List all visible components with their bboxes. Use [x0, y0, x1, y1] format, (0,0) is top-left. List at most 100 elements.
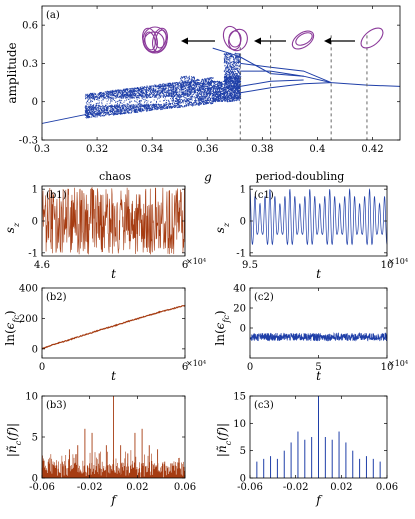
y-tick-label-b1: 1 — [32, 185, 38, 196]
y-tick-label-a: -0.3 — [19, 136, 38, 147]
axes-c1: 9.5 10 -1 0 1 (c1) ×10⁴ t — [236, 185, 408, 281]
y-tick-label-c2: 40 — [233, 284, 246, 295]
x-axis-label-b3: f — [110, 493, 118, 507]
x-axis-label-b2: t — [111, 369, 116, 383]
attractor-insets — [142, 25, 384, 54]
axes-c3: -0.06 -0.02 0.02 0.06 0 5 10 15 (c3) f — [233, 392, 398, 508]
y-tick-label-c3: 10 — [233, 419, 246, 430]
panel-label-c2: (c2) — [254, 292, 274, 303]
x-axis-label-c2: t — [316, 369, 321, 383]
x-tick-label-b1: 6 — [182, 260, 188, 271]
x-multiplier-b2: ×10⁴ — [186, 359, 206, 368]
c1-series-line — [249, 188, 388, 246]
x-tick-label-c2: 5 — [315, 362, 321, 373]
period-1-attractor-inset — [360, 27, 384, 49]
period-branch-1 — [240, 82, 332, 94]
x-tick-label-a: 0.3 — [34, 144, 50, 155]
x-axis-label-c1: t — [316, 267, 321, 281]
c1-ylabel: sz — [213, 222, 231, 233]
y-tick-label-a: 0 — [32, 97, 38, 108]
panel-label-b3: (b3) — [46, 400, 67, 411]
y-tick-label-b1: 0 — [32, 217, 38, 228]
x-tick-label-b1: 4.6 — [34, 260, 50, 271]
y-tick-label-c1: 0 — [240, 217, 246, 228]
inset-arrows — [181, 37, 355, 45]
chaotic-attractor-inset — [142, 26, 168, 54]
x-axis-label-c3: f — [315, 493, 323, 507]
x-tick-label-b3: -0.02 — [77, 482, 103, 493]
x-axis-label-b1: t — [111, 267, 116, 281]
period-2-attractor-inset — [291, 30, 315, 50]
data-layer — [41, 35, 401, 478]
b1-ylabel: sz — [3, 222, 21, 233]
x-tick-label-c2: 10 — [381, 362, 394, 373]
g-label: g — [204, 170, 212, 184]
axes-b2: 0 6 0 200 400 (b2) ×10⁴ t — [19, 284, 206, 384]
period-branch-5 — [212, 47, 241, 58]
period-branch-2 — [240, 62, 332, 84]
x-tick-label-c1: 9.5 — [242, 260, 258, 271]
plot-frame-a — [41, 5, 401, 141]
x-tick-label-c3: 0.02 — [330, 482, 352, 493]
panel-label-b2: (b2) — [46, 292, 67, 303]
x-multiplier-b1: ×10⁴ — [186, 257, 206, 266]
period-doubling-title: period-doubling — [256, 170, 345, 183]
x-tick-label-c2: 0 — [247, 362, 253, 373]
x-multiplier-c1: ×10⁴ — [388, 257, 408, 266]
y-tick-label-b2: 200 — [19, 314, 38, 325]
b2-series-line — [41, 304, 186, 350]
axes-c2: 0 5 10 0 20 40 (c2) ×10⁴ t — [233, 284, 408, 384]
y-tick-label-c3: 15 — [233, 392, 246, 403]
y-tick-label-b2: 0 — [32, 344, 38, 355]
x-tick-label-c1: 10 — [381, 260, 394, 271]
y-tick-label-b3: 5 — [32, 433, 38, 444]
y-tick-label-b3: 0 — [32, 474, 38, 485]
period-branch-3 — [240, 79, 304, 87]
x-tick-label-a: 0.4 — [309, 144, 325, 155]
y-tick-label-a: 0.6 — [22, 21, 38, 32]
c2-series-line — [249, 331, 388, 342]
b2-ylabel: ln(ϵfc) — [3, 310, 21, 345]
b3-ylabel: |ñc(f)| — [5, 423, 23, 457]
y-tick-label-b2: 400 — [19, 284, 38, 295]
x-tick-label-c3: 0.06 — [376, 482, 398, 493]
panel-label-b1: (b1) — [46, 190, 67, 201]
x-tick-label-b2: 0 — [39, 362, 45, 373]
y-tick-label-c2: 0 — [240, 324, 246, 335]
plot-frame-b2 — [41, 287, 186, 359]
a-ylabel: amplitude — [5, 42, 19, 103]
y-tick-label-c1: -1 — [236, 248, 246, 259]
x-tick-label-a: 0.42 — [361, 144, 383, 155]
x-multiplier-c2: ×10⁴ — [388, 359, 408, 368]
bifurcation-branch-low — [41, 114, 87, 124]
panel-label-c1: (c1) — [254, 190, 274, 201]
plot-frame-c3 — [249, 395, 388, 479]
y-tick-label-c3: 5 — [240, 446, 246, 457]
x-tick-label-a: 0.38 — [251, 144, 273, 155]
y-tick-label-c2: 20 — [233, 304, 246, 315]
arrow-1-head — [181, 37, 188, 45]
x-tick-label-b3: 0.06 — [174, 482, 196, 493]
x-tick-label-b2: 6 — [182, 362, 188, 373]
x-tick-label-c3: -0.02 — [283, 482, 309, 493]
y-tick-label-b1: -1 — [28, 248, 38, 259]
axes-b1: 4.6 6 -1 0 1 (b1) ×10⁴ t — [28, 185, 206, 281]
y-tick-label-a: 0.3 — [22, 59, 38, 70]
panel-label-c3: (c3) — [254, 400, 274, 411]
chaotic-band — [84, 52, 242, 119]
x-tick-label-a: 0.36 — [196, 144, 218, 155]
axes-layer: 0.3 0.32 0.34 0.36 0.38 0.4 0.42 -0.3 0 0.3 0.6 (a)… — [5, 5, 408, 508]
x-tick-label-a: 0.34 — [141, 144, 163, 155]
x-tick-label-c3: -0.06 — [237, 482, 263, 493]
c2-ylabel: ln(ϵfc) — [213, 310, 231, 345]
arrow-2-head — [254, 37, 261, 45]
x-tick-label-b3: 0.02 — [126, 482, 148, 493]
bifurcation-data — [41, 35, 401, 140]
period-4-attractor-inset — [222, 25, 248, 52]
chaos-title: chaos — [99, 170, 131, 183]
y-tick-label-b3: 10 — [25, 392, 38, 403]
axes-b3: -0.06 -0.02 0.02 0.06 0 5 10 (b3) f — [25, 392, 196, 508]
period-branch-4 — [240, 70, 304, 77]
b1-series-line — [41, 186, 186, 255]
axes-a: 0.3 0.32 0.34 0.36 0.38 0.4 0.42 -0.3 0 0.3 0.6 (a) — [19, 5, 401, 155]
